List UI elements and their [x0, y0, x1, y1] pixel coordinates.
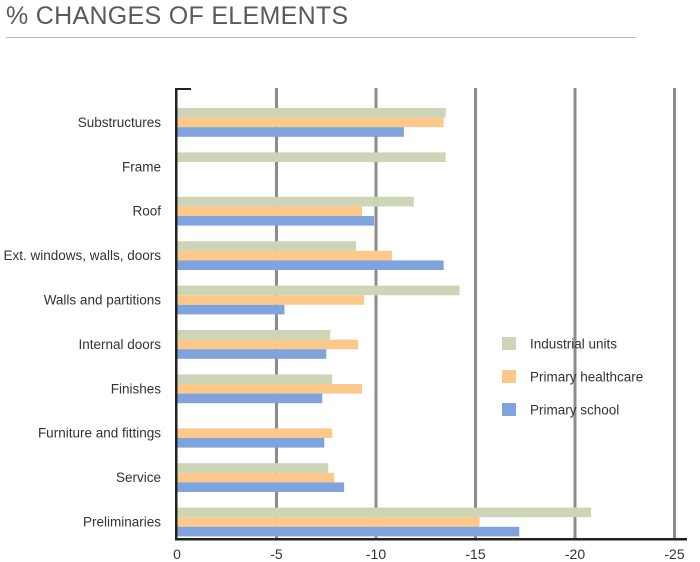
bar-9-1	[177, 463, 329, 473]
x-tick-label: 0	[173, 546, 181, 562]
category-label: Finishes	[111, 381, 162, 396]
category-label: Walls and partitions	[44, 293, 162, 308]
gridline--25	[673, 88, 676, 538]
bar-9-3	[177, 482, 345, 492]
category-label: Preliminaries	[83, 515, 161, 530]
bar-3-2	[177, 206, 363, 216]
bar-3-3	[177, 216, 375, 226]
bar-5-3	[177, 304, 285, 315]
bar-9-2	[177, 472, 335, 483]
bar-7-1	[177, 374, 333, 384]
chart-title: % CHANGES OF ELEMENTS	[6, 2, 349, 30]
bar-2-1	[177, 152, 446, 162]
category-label: Furniture and fittings	[38, 426, 161, 441]
y-axis-cap	[175, 88, 191, 90]
category-label: Roof	[132, 204, 161, 219]
bar-10-1	[177, 507, 591, 518]
tick-labels: 0 -5 -10 -15 -20 -25	[173, 546, 685, 562]
legend-label: Primary healthcare	[530, 370, 643, 385]
bar-10-3	[177, 526, 520, 537]
bar-4-2	[177, 250, 392, 261]
x-tick-label: -15	[465, 546, 485, 562]
legend-swatch	[502, 403, 516, 416]
y-axis-line	[175, 88, 178, 539]
x-tick-label: -10	[366, 546, 386, 562]
axes	[175, 88, 687, 541]
bar-6-2	[177, 339, 359, 350]
bar-1-3	[177, 127, 404, 137]
bar-1-2	[177, 117, 444, 128]
bar-6-1	[177, 330, 331, 340]
gridline--20	[573, 88, 577, 538]
bars	[177, 108, 591, 537]
gridline--15	[474, 88, 477, 538]
bar-4-3	[177, 260, 444, 270]
bar-8-2	[177, 428, 333, 438]
gridline--10	[374, 88, 378, 538]
bar-5-1	[177, 285, 460, 296]
bar-8-3	[177, 438, 325, 448]
category-labels: Substructures Frame Roof Ext. windows, wall…	[3, 115, 161, 530]
bar-7-2	[177, 384, 363, 394]
legend-swatch	[502, 337, 516, 350]
bar-4-1	[177, 241, 357, 251]
category-label: Service	[116, 470, 161, 485]
category-label: Internal doors	[78, 337, 161, 352]
bar-6-3	[177, 349, 327, 359]
legend-swatch	[502, 370, 516, 383]
x-tick-label: -5	[270, 546, 283, 562]
bar-5-2	[177, 295, 365, 305]
x-tick-label: -20	[565, 546, 585, 562]
category-label: Substructures	[78, 115, 162, 130]
title-divider	[6, 37, 636, 38]
category-label: Ext. windows, walls, doors	[3, 248, 161, 263]
bar-7-3	[177, 393, 323, 404]
x-tick-label: -25	[664, 546, 684, 562]
category-label: Frame	[122, 159, 161, 174]
bar-3-1	[177, 196, 414, 207]
bar-1-1	[177, 108, 446, 118]
x-axis-line	[175, 538, 687, 541]
legend-label: Industrial units	[530, 337, 617, 352]
legend-label: Primary school	[530, 403, 619, 418]
legend: Industrial units Primary healthcare Primar…	[502, 337, 643, 418]
bar-10-2	[177, 517, 480, 527]
